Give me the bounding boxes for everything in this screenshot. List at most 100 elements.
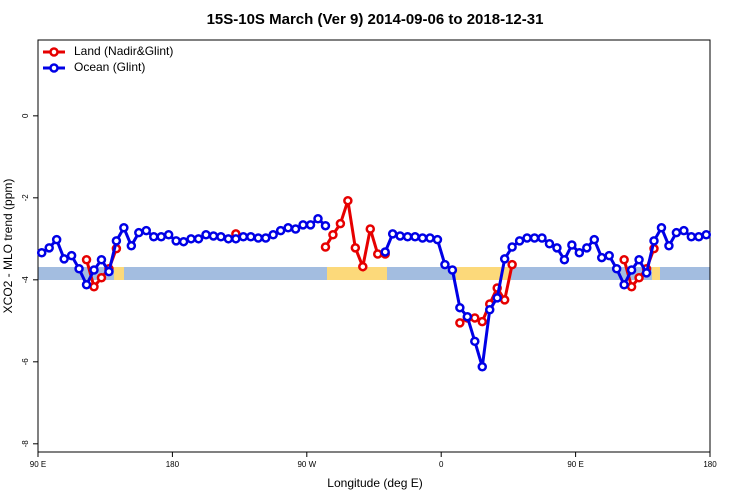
point: [537, 233, 547, 243]
point: [649, 236, 659, 246]
point: [432, 234, 443, 245]
point: [193, 234, 204, 244]
point: [178, 236, 189, 247]
point: [611, 264, 622, 274]
point: [410, 232, 420, 242]
point: [626, 265, 637, 275]
point: [417, 233, 428, 243]
y-tick-label: -2: [21, 194, 30, 202]
point: [634, 254, 644, 265]
point: [499, 295, 510, 305]
land-strip: [456, 267, 511, 280]
point: [596, 252, 607, 263]
point: [604, 250, 614, 261]
point: [163, 229, 174, 240]
point: [552, 243, 562, 253]
point: [89, 265, 99, 275]
point: [402, 232, 413, 242]
point: [365, 224, 376, 234]
point: [440, 259, 450, 270]
x-tick-label: 90 E: [567, 460, 583, 469]
point: [81, 279, 92, 290]
x-tick-label: 90 E: [30, 460, 46, 469]
point: [641, 268, 652, 278]
point: [671, 227, 682, 238]
point: [246, 232, 256, 242]
point: [313, 213, 323, 224]
point: [66, 250, 77, 261]
point: [559, 254, 570, 265]
point: [574, 248, 585, 258]
point: [522, 233, 532, 243]
point: [455, 318, 465, 328]
point: [216, 232, 226, 242]
point: [626, 282, 637, 292]
point: [290, 224, 301, 234]
point: [305, 220, 316, 230]
point: [462, 311, 473, 322]
point: [694, 232, 704, 242]
point: [484, 304, 495, 315]
point: [59, 254, 69, 264]
point: [36, 248, 47, 258]
point: [634, 273, 644, 283]
point: [275, 225, 286, 236]
land-strip: [652, 267, 660, 280]
point: [544, 238, 555, 249]
point: [447, 265, 458, 275]
point: [298, 220, 308, 230]
point: [156, 232, 166, 242]
y-axis-label: XCO2 - MLO trend (ppm): [1, 179, 15, 314]
chart-title: 15S-10S March (Ver 9) 2014-09-06 to 2018…: [207, 11, 544, 28]
plot-frame: [37, 39, 711, 453]
point: [619, 279, 629, 290]
point: [514, 236, 525, 246]
point: [343, 195, 353, 206]
point: [201, 229, 211, 240]
land-strip: [114, 267, 124, 280]
y-tick-label: -4: [21, 276, 30, 284]
point: [567, 240, 577, 250]
point: [208, 231, 219, 241]
point: [664, 241, 674, 251]
point: [148, 232, 159, 242]
point: [111, 236, 122, 246]
point: [253, 233, 264, 243]
legend-marker: [49, 63, 59, 73]
point: [470, 336, 480, 347]
point: [507, 242, 517, 252]
point: [44, 243, 54, 253]
point: [679, 225, 689, 236]
point: [141, 225, 152, 236]
land-strip: [327, 267, 387, 280]
legend-label: Ocean (Glint): [74, 60, 145, 74]
point: [223, 234, 234, 244]
point: [96, 273, 107, 283]
point: [529, 233, 540, 243]
point: [119, 223, 129, 233]
point: [74, 264, 84, 274]
point: [499, 254, 510, 264]
point: [686, 232, 697, 242]
point: [328, 229, 338, 240]
point: [104, 266, 114, 277]
point: [656, 223, 667, 233]
point: [335, 218, 346, 229]
point: [238, 232, 249, 242]
point: [268, 229, 278, 240]
point: [395, 231, 405, 241]
legend-label: Land (Nadir&Glint): [74, 44, 173, 58]
point: [260, 233, 271, 243]
point: [171, 236, 181, 246]
point: [320, 220, 331, 231]
point: [51, 234, 62, 245]
point: [470, 313, 480, 323]
point: [507, 259, 517, 270]
x-tick-label: 180: [166, 460, 180, 469]
y-tick-label: -6: [21, 358, 30, 366]
y-tick-label: 0: [21, 113, 30, 118]
point: [372, 249, 383, 259]
point: [320, 242, 331, 252]
series-line: [85, 200, 656, 325]
x-tick-label: 180: [703, 460, 717, 469]
